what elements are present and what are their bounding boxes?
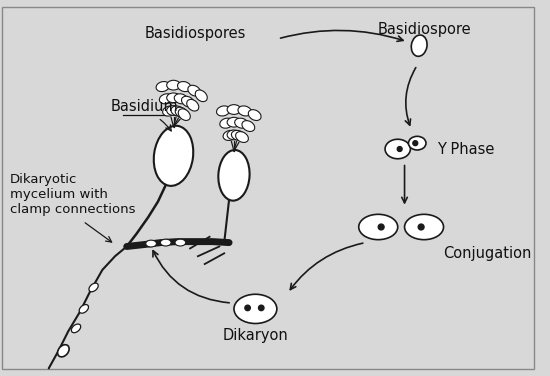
Ellipse shape — [223, 130, 236, 141]
Text: Y Phase: Y Phase — [437, 141, 494, 156]
Ellipse shape — [154, 126, 193, 186]
Text: Dikaryotic
mycelium with
clamp connections: Dikaryotic mycelium with clamp connectio… — [10, 173, 135, 216]
Ellipse shape — [218, 150, 250, 201]
Ellipse shape — [195, 90, 207, 102]
Ellipse shape — [161, 239, 171, 246]
FancyBboxPatch shape — [2, 7, 534, 369]
Ellipse shape — [188, 85, 201, 96]
Ellipse shape — [238, 106, 251, 116]
Ellipse shape — [217, 106, 230, 116]
Ellipse shape — [182, 96, 194, 107]
Ellipse shape — [220, 118, 233, 128]
Circle shape — [397, 147, 402, 152]
Circle shape — [378, 224, 384, 230]
Ellipse shape — [235, 118, 248, 128]
Circle shape — [245, 305, 250, 311]
Ellipse shape — [167, 80, 180, 90]
Text: Basidiospore: Basidiospore — [377, 22, 471, 37]
Circle shape — [413, 141, 417, 146]
Text: Basidiospores: Basidiospores — [144, 26, 246, 41]
Ellipse shape — [167, 93, 180, 103]
Text: Conjugation: Conjugation — [443, 247, 532, 261]
Ellipse shape — [171, 106, 184, 116]
Ellipse shape — [242, 121, 255, 132]
Ellipse shape — [178, 109, 190, 120]
Ellipse shape — [232, 130, 245, 141]
Ellipse shape — [58, 345, 69, 357]
Circle shape — [258, 305, 264, 311]
Ellipse shape — [409, 136, 426, 150]
Ellipse shape — [227, 117, 241, 127]
Ellipse shape — [227, 105, 241, 114]
Ellipse shape — [89, 283, 98, 292]
Ellipse shape — [174, 94, 188, 104]
Ellipse shape — [175, 239, 186, 246]
Text: Dikaryon: Dikaryon — [223, 328, 288, 343]
Ellipse shape — [72, 324, 81, 333]
Ellipse shape — [79, 305, 89, 313]
Ellipse shape — [167, 106, 180, 115]
Ellipse shape — [175, 107, 188, 118]
Circle shape — [418, 224, 424, 230]
Ellipse shape — [405, 214, 443, 240]
Ellipse shape — [160, 94, 173, 104]
Ellipse shape — [163, 106, 176, 116]
Ellipse shape — [227, 130, 241, 140]
Ellipse shape — [234, 294, 277, 323]
Ellipse shape — [146, 240, 156, 247]
Ellipse shape — [235, 132, 249, 143]
Text: Basidium: Basidium — [111, 99, 178, 114]
Ellipse shape — [187, 99, 199, 111]
Ellipse shape — [248, 110, 261, 120]
Ellipse shape — [178, 82, 191, 92]
Ellipse shape — [359, 214, 398, 240]
Ellipse shape — [411, 35, 427, 56]
Ellipse shape — [156, 82, 169, 92]
Ellipse shape — [385, 139, 410, 159]
